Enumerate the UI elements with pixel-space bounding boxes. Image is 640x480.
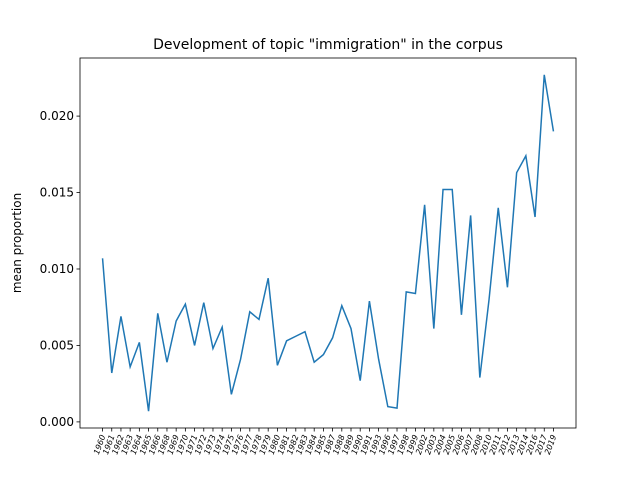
- y-axis-label: mean proportion: [10, 193, 24, 293]
- line: [101, 74, 555, 412]
- y-tick-label: 0.005: [40, 338, 74, 352]
- plot-area: [79, 57, 577, 429]
- y-tick-label: 0.000: [40, 415, 74, 429]
- y-tick-label: 0.015: [40, 186, 74, 200]
- y-tick-label: 0.020: [40, 109, 74, 123]
- chart-title: Development of topic "immigration" in th…: [153, 37, 503, 53]
- y-tick-label: 0.010: [40, 262, 74, 276]
